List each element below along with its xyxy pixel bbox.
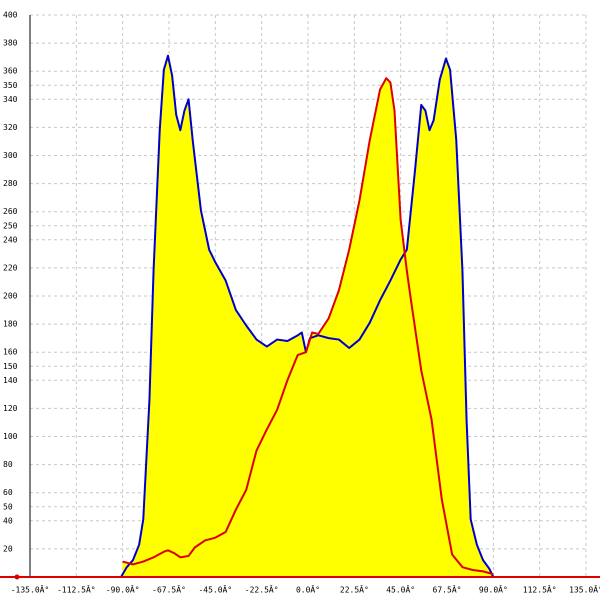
x-tick-label: 135.0Â°: [569, 584, 600, 595]
y-tick-label: 200: [3, 292, 18, 301]
series-line: [120, 54, 495, 578]
y-tick-label: 300: [3, 151, 18, 160]
y-tick-label: 250: [3, 221, 18, 230]
y-tick-label: 160: [3, 348, 18, 357]
x-tick-label: -135.0Â°: [11, 584, 50, 595]
x-tick-label: 45.0Â°: [386, 584, 415, 595]
x-tick-label: -90.0Â°: [106, 584, 140, 595]
series-line: [122, 77, 494, 576]
y-tick-label: 150: [3, 362, 18, 371]
axis-origin-dot: [14, 574, 20, 580]
y-tick-label: 260: [3, 207, 18, 216]
y-tick-label: 40: [3, 516, 13, 525]
y-tick-label: 380: [3, 39, 18, 48]
y-tick-label: 20: [3, 544, 13, 553]
x-tick-label: -22.5Â°: [245, 584, 279, 595]
y-tick-label: 350: [3, 81, 18, 90]
y-tick-label: 220: [3, 263, 18, 272]
x-tick-label: 0.0Â°: [296, 584, 320, 595]
y-tick-label: 180: [3, 320, 18, 329]
y-tick-label: 60: [3, 488, 13, 497]
x-tick-label: -45.0Â°: [198, 584, 232, 595]
x-tick-label: 112.5Â°: [523, 584, 557, 595]
y-tick-label: 80: [3, 460, 13, 469]
x-tick-label: 22.5Â°: [340, 584, 369, 595]
y-tick-label: 340: [3, 95, 18, 104]
x-tick-label: 90.0Â°: [479, 584, 508, 595]
y-tick-label: 320: [3, 123, 18, 132]
series-area: [122, 78, 494, 577]
x-tick-label: -67.5Â°: [152, 584, 186, 595]
y-tick-label: 280: [3, 179, 18, 188]
x-tick-label: -112.5Â°: [57, 584, 96, 595]
y-tick-label: 120: [3, 404, 18, 413]
y-tick-label: 400: [3, 11, 18, 20]
y-tick-label: 360: [3, 67, 18, 76]
x-tick-label: 67.5Â°: [433, 584, 462, 595]
y-tick-label: 100: [3, 432, 18, 441]
y-tick-label: 140: [3, 376, 18, 385]
y-tick-label: 240: [3, 235, 18, 244]
y-tick-label: 50: [3, 502, 13, 511]
